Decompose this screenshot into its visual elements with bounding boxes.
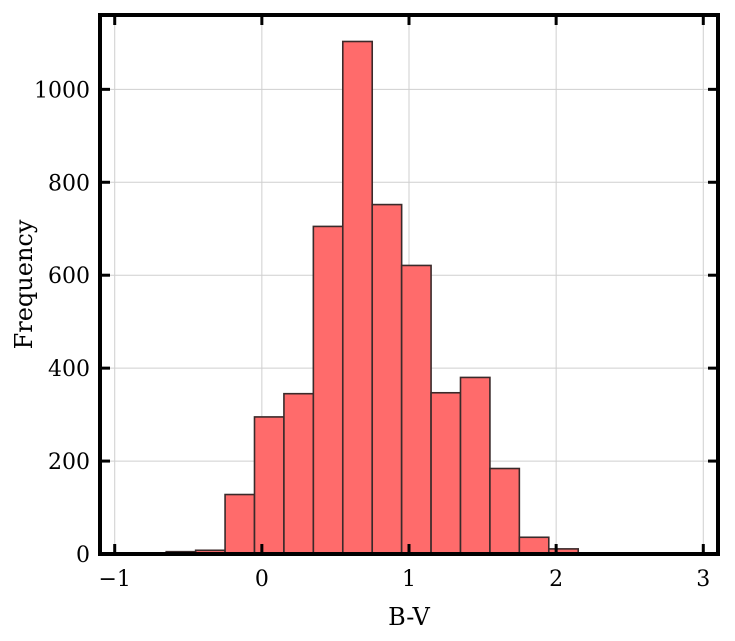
histogram-bars [165, 40, 609, 555]
x-tick-label: −1 [98, 567, 130, 592]
y-tick-label: 0 [76, 543, 90, 568]
x-axis-label: B-V [388, 603, 430, 631]
y-tick-label: 1000 [34, 78, 90, 103]
histogram-bar-11 [489, 467, 521, 555]
histogram-bar-9 [430, 391, 462, 555]
x-tick-label: 2 [549, 567, 563, 592]
x-tick-label: 0 [255, 567, 269, 592]
x-tick-label: 1 [402, 567, 416, 592]
y-tick-label: 400 [48, 357, 90, 382]
y-tick-label: 200 [48, 450, 90, 475]
histogram-bar-10 [459, 376, 491, 555]
histogram-bar-12 [518, 536, 550, 555]
histogram-bar-7 [371, 203, 403, 555]
y-tick-label: 600 [48, 264, 90, 289]
histogram-bar-8 [400, 264, 432, 555]
histogram-bar-6 [341, 40, 374, 555]
histogram-bar-4 [283, 392, 315, 555]
x-tick-label: 3 [696, 567, 710, 592]
plot-frame [98, 13, 720, 556]
histogram-bar-5 [312, 225, 344, 555]
y-tick-label: 800 [48, 171, 90, 196]
y-axis-label: Frequency [10, 219, 38, 349]
histogram-bar-2 [224, 493, 256, 555]
histogram-bar-3 [253, 416, 285, 555]
